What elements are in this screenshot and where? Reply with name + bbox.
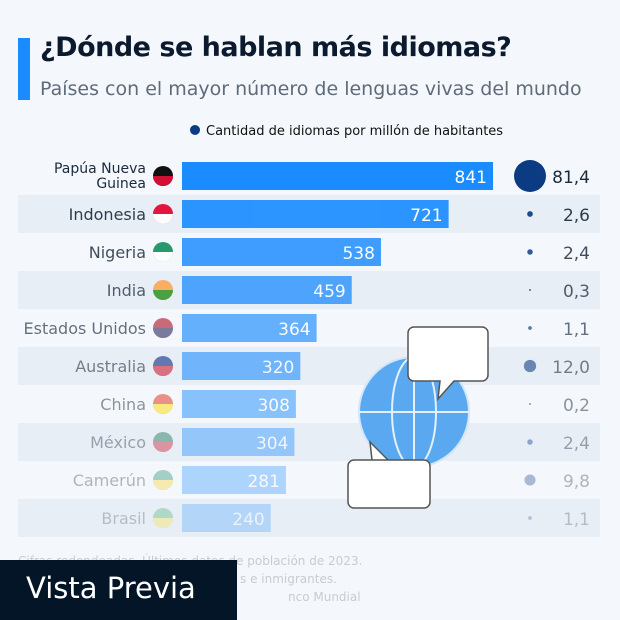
bubble-value-label: 81,4 — [552, 168, 590, 188]
category-label-line2: Guinea — [96, 176, 146, 192]
flag-icon — [153, 432, 173, 452]
flag-icon-half — [153, 252, 173, 262]
bubble — [528, 326, 532, 330]
bar — [182, 200, 449, 228]
bubble-value-label: 1,1 — [563, 320, 590, 340]
flag-icon — [153, 508, 173, 528]
bubble — [514, 160, 546, 192]
bar-value-label: 308 — [257, 396, 289, 416]
category-label: Papúa Nueva Guinea — [54, 161, 146, 192]
row: Nigeria 538 2,4 — [89, 238, 590, 266]
row: Brasil 240 1,1 — [101, 504, 590, 532]
bar — [182, 504, 271, 532]
bar — [182, 428, 295, 456]
category-label-line1: Papúa Nueva — [54, 161, 146, 177]
bubble — [527, 249, 533, 255]
category-label: México — [90, 433, 146, 452]
category-label: Estados Unidos — [24, 319, 146, 338]
bubble — [527, 439, 533, 445]
preview-banner: Vista Previa — [0, 560, 237, 620]
row: Estados Unidos 364 1,1 — [24, 314, 590, 342]
bubble — [529, 289, 531, 291]
row: Camerún 281 9,8 — [73, 466, 590, 494]
category-label: China — [100, 395, 146, 414]
bubble — [528, 516, 532, 520]
page-subtitle: Países con el mayor número de lenguas vi… — [40, 78, 582, 100]
bar-value-label: 364 — [278, 320, 310, 340]
bubble-value-label: 12,0 — [552, 358, 590, 378]
bar-value-label: 240 — [232, 510, 264, 530]
bubble-value-label: 0,3 — [563, 282, 590, 302]
flag-icon-half — [153, 176, 173, 186]
bar — [182, 162, 493, 190]
category-label: India — [107, 281, 146, 300]
flag-icon-half — [153, 518, 173, 528]
bar-value-label: 304 — [256, 434, 288, 454]
bar — [182, 238, 381, 266]
bubble-value-label: 1,1 — [563, 510, 590, 530]
row-band — [18, 423, 600, 461]
bubble — [524, 474, 536, 486]
bubble-value-label: 2,4 — [563, 244, 590, 264]
row: Papúa Nueva Guinea 841 81,4 — [54, 160, 590, 192]
bar — [182, 352, 301, 380]
row: Australia 320 12,0 — [75, 352, 590, 380]
speech-bubble-icon — [407, 326, 489, 402]
footnote-line: nco Mundial — [288, 590, 361, 604]
row: India 459 0,3 — [107, 276, 590, 304]
bubble — [529, 403, 531, 405]
row: Indonesia 721 2,6 — [69, 200, 590, 228]
category-label: Nigeria — [89, 243, 146, 262]
bar-value-label: 841 — [455, 168, 487, 188]
legend-label: Cantidad de idiomas por millón de habita… — [206, 124, 504, 139]
bar-value-label: 320 — [262, 358, 294, 378]
page-title: ¿Dónde se hablan más idiomas? — [40, 32, 512, 63]
bar-value-label: 281 — [247, 472, 279, 492]
footnote-line: s e inmigrantes. — [240, 572, 337, 586]
flag-icon-half — [153, 442, 173, 452]
category-label: Brasil — [101, 509, 146, 528]
row-band — [18, 499, 600, 537]
globe-speech-illustration — [347, 326, 489, 509]
category-label: Australia — [75, 357, 146, 376]
row: México 304 2,4 — [90, 428, 590, 456]
bar — [182, 466, 286, 494]
bubble-value-label: 0,2 — [563, 396, 590, 416]
flag-icon-half — [153, 214, 173, 224]
row-band — [18, 347, 600, 385]
category-label: Indonesia — [69, 205, 146, 224]
bar-value-label: 459 — [313, 282, 345, 302]
flag-icon-half — [153, 404, 173, 414]
speech-bubble-icon — [347, 439, 431, 509]
title-accent — [18, 38, 30, 100]
legend: Cantidad de idiomas por millón de habita… — [190, 124, 503, 139]
bar — [182, 276, 352, 304]
bubble-value-label: 9,8 — [563, 472, 590, 492]
bar-value-label: 538 — [342, 244, 374, 264]
flag-icon-half — [153, 480, 173, 490]
flag-icon — [153, 470, 173, 490]
legend-bubble-icon — [190, 125, 200, 135]
flag-icon — [153, 394, 173, 414]
bubble-value-label: 2,6 — [563, 206, 590, 226]
row: China 308 0,2 — [100, 390, 590, 418]
flag-icon-half — [153, 366, 173, 376]
bar — [182, 390, 296, 418]
bubble — [527, 211, 533, 217]
flag-icon-half — [153, 290, 173, 300]
bubble-value-label: 2,4 — [563, 434, 590, 454]
category-label: Camerún — [73, 471, 146, 490]
flag-icon-half — [153, 328, 173, 338]
bubble — [523, 359, 537, 373]
bar — [182, 314, 317, 342]
bar-value-label: 721 — [410, 206, 442, 226]
